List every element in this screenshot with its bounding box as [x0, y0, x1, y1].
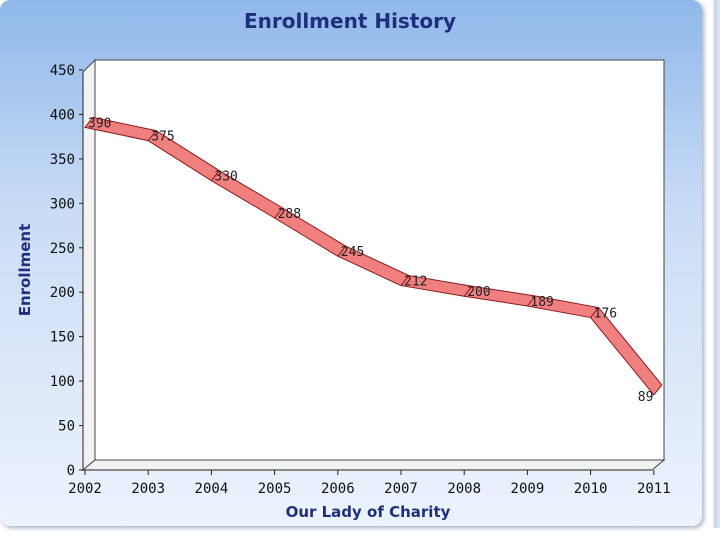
y-tick-label: 200 — [50, 285, 75, 301]
data-label: 89 — [638, 390, 654, 405]
x-tick-label: 2011 — [637, 481, 671, 497]
data-label: 189 — [530, 295, 553, 310]
y-tick-label: 350 — [50, 152, 75, 168]
y-tick-label: 0 — [67, 463, 75, 479]
data-label: 390 — [88, 116, 111, 131]
data-label: 330 — [214, 170, 237, 185]
y-axis-ticks: 0 50 100 150 200 250 300 350 400 450 — [50, 63, 83, 479]
chart-title: Enrollment History — [244, 9, 456, 33]
y-tick-label: 150 — [50, 330, 75, 346]
x-tick-label: 2010 — [574, 481, 608, 497]
data-label: 200 — [467, 285, 490, 300]
plot-floor — [81, 459, 666, 471]
y-tick-label: 250 — [50, 241, 75, 257]
x-axis-title: Our Lady of Charity — [286, 503, 451, 521]
data-label: 176 — [594, 307, 617, 322]
series-layer — [84, 116, 663, 396]
x-tick-label: 2002 — [68, 481, 102, 497]
data-labels: 390 375 330 288 245 212 200 189 176 89 — [88, 116, 653, 405]
x-tick-label: 2007 — [384, 481, 418, 497]
x-axis-ticks: 2002 2003 2004 2005 2006 2007 2008 2009 2010 2011 — [68, 470, 671, 497]
y-tick-label: 50 — [58, 419, 75, 435]
x-tick-label: 2004 — [195, 481, 229, 497]
y-tick-label: 300 — [50, 196, 75, 212]
x-tick-label: 2005 — [258, 481, 292, 497]
y-axis-title: Enrollment — [16, 224, 34, 317]
plot-back-wall — [94, 59, 665, 461]
x-tick-label: 2008 — [447, 481, 481, 497]
data-label: 245 — [341, 245, 364, 260]
data-label: 288 — [278, 207, 301, 222]
x-tick-label: 2006 — [321, 481, 355, 497]
series-line-segment — [590, 307, 663, 396]
x-tick-label: 2003 — [131, 481, 165, 497]
data-label: 212 — [404, 275, 427, 290]
y-tick-label: 100 — [50, 374, 75, 390]
y-tick-label: 450 — [50, 63, 75, 79]
y-tick-label: 400 — [50, 107, 75, 123]
data-label: 375 — [151, 130, 174, 145]
window-edge — [712, 0, 720, 528]
x-tick-label: 2009 — [511, 481, 545, 497]
